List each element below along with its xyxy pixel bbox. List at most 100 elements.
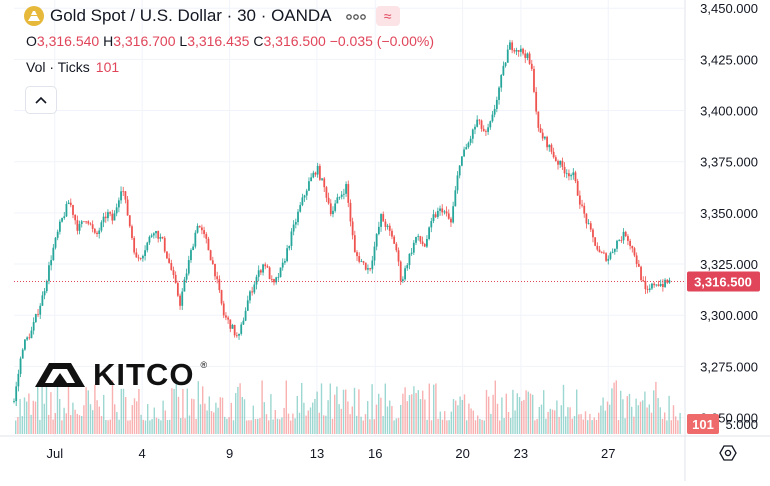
volume-bar bbox=[609, 404, 611, 434]
candle-body bbox=[620, 240, 623, 241]
volume-bar bbox=[41, 385, 43, 434]
candle-body bbox=[161, 236, 164, 238]
candle-body bbox=[218, 279, 221, 291]
volume-bar bbox=[393, 420, 395, 434]
volume-bar bbox=[26, 401, 28, 434]
indicator-wave-icon[interactable]: ≈ bbox=[375, 6, 400, 26]
candle-body bbox=[450, 218, 452, 223]
candle-body bbox=[253, 284, 256, 293]
candle-body bbox=[546, 136, 548, 148]
candle-body bbox=[305, 190, 308, 196]
volume-bar bbox=[118, 419, 120, 434]
volume-bar bbox=[323, 415, 325, 434]
candle-body bbox=[72, 205, 74, 215]
candle-body bbox=[183, 279, 186, 292]
volume-bar bbox=[226, 418, 228, 434]
volume-bar bbox=[232, 420, 235, 434]
volume-bar bbox=[303, 402, 305, 434]
logo-text: KITCO bbox=[93, 357, 195, 392]
candle-body bbox=[360, 261, 363, 263]
volume-bar bbox=[439, 411, 441, 434]
candle-body bbox=[34, 314, 37, 323]
candle-body bbox=[268, 267, 271, 280]
candle-body bbox=[39, 305, 42, 315]
volume-bar bbox=[450, 411, 452, 434]
candle-body bbox=[17, 373, 20, 387]
x-tick-label: Jul bbox=[46, 446, 63, 461]
candle-body bbox=[375, 234, 378, 247]
candle-body bbox=[401, 279, 404, 281]
candle-body bbox=[548, 144, 551, 148]
candle-body bbox=[482, 128, 485, 132]
candle-body bbox=[587, 223, 590, 225]
volume-bar bbox=[37, 386, 39, 434]
candle-body bbox=[117, 200, 120, 208]
candle-body bbox=[565, 173, 568, 175]
volume-bar bbox=[573, 415, 576, 434]
candle-body bbox=[152, 233, 155, 236]
candle-body bbox=[233, 324, 236, 336]
settings-gear-icon[interactable] bbox=[719, 445, 737, 461]
candle-body bbox=[469, 138, 472, 143]
volume-bar bbox=[221, 397, 224, 434]
volume-bar bbox=[186, 388, 188, 434]
more-dots-icon[interactable] bbox=[345, 8, 366, 24]
candle-body bbox=[568, 173, 570, 177]
candle-body bbox=[290, 231, 293, 246]
volume-bar bbox=[536, 418, 538, 434]
candle-body bbox=[229, 319, 232, 329]
candle-body bbox=[480, 120, 483, 129]
candle-body bbox=[144, 250, 146, 257]
candle-body bbox=[550, 144, 553, 152]
candle-body bbox=[456, 175, 459, 191]
volume-bar bbox=[644, 391, 646, 434]
candle-body bbox=[78, 224, 81, 231]
volume-legend[interactable]: Vol · Ticks 101 bbox=[26, 59, 119, 75]
volume-bar bbox=[296, 396, 298, 434]
volume-bar bbox=[369, 419, 371, 434]
volume-bar bbox=[567, 407, 569, 434]
candle-body bbox=[369, 268, 372, 270]
collapse-legend-button[interactable] bbox=[25, 86, 57, 114]
volume-bar bbox=[61, 420, 63, 434]
volume-bar bbox=[653, 390, 655, 434]
candle-body bbox=[631, 245, 634, 249]
volume-bar bbox=[375, 404, 378, 434]
candle-body bbox=[561, 160, 564, 167]
candle-body bbox=[203, 230, 205, 235]
low-key: L bbox=[179, 33, 188, 49]
volume-bar bbox=[56, 384, 59, 434]
candle-body bbox=[585, 213, 588, 224]
symbol-title[interactable]: Gold Spot / U.S. Dollar · 30 · OANDA bbox=[50, 6, 332, 25]
volume-bar bbox=[243, 399, 246, 434]
volume-bar bbox=[285, 380, 287, 434]
candle-body bbox=[605, 253, 607, 261]
volume-bar bbox=[631, 406, 633, 434]
candle-body bbox=[220, 290, 223, 304]
candle-body bbox=[640, 266, 642, 281]
volume-bar bbox=[228, 417, 230, 434]
candle-body bbox=[297, 211, 299, 223]
volume-bar bbox=[477, 415, 479, 434]
candle-body bbox=[504, 62, 507, 66]
candle-body bbox=[358, 256, 361, 262]
volume-bar bbox=[83, 405, 85, 434]
volume-bar bbox=[593, 417, 595, 434]
candle-body bbox=[600, 252, 603, 253]
candle-body bbox=[388, 225, 391, 231]
volume-bar bbox=[587, 420, 589, 434]
volume-bar bbox=[276, 418, 279, 434]
candle-body bbox=[286, 248, 288, 262]
volume-bar bbox=[100, 416, 103, 434]
candle-body bbox=[364, 262, 367, 270]
volume-bar bbox=[452, 399, 455, 434]
volume-bar bbox=[184, 418, 186, 434]
volume-bar bbox=[668, 395, 670, 434]
candle-body bbox=[325, 187, 328, 198]
volume-bar bbox=[428, 383, 430, 434]
volume-bar bbox=[545, 418, 547, 434]
volume-bar bbox=[111, 380, 114, 434]
candle-body bbox=[41, 295, 44, 306]
